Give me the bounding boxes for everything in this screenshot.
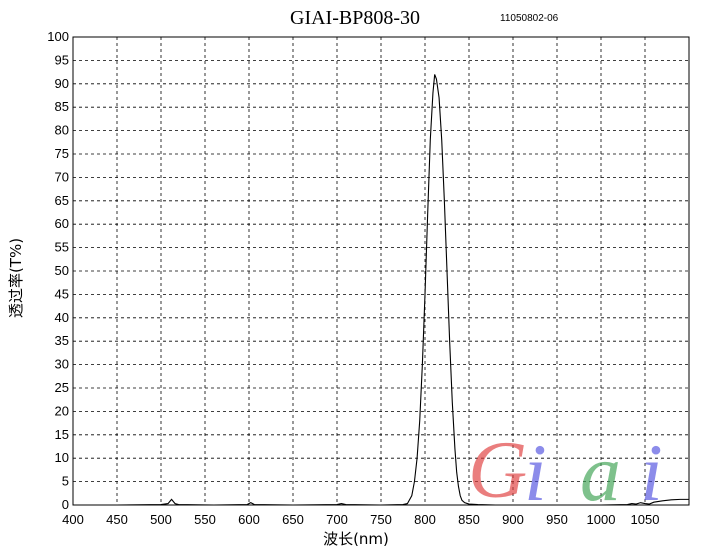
- y-tick-label: 25: [55, 380, 69, 395]
- y-tick-label: 75: [55, 146, 69, 161]
- y-tick-label: 20: [55, 403, 69, 418]
- y-tick-label: 40: [55, 310, 69, 325]
- y-tick-label: 55: [55, 240, 69, 255]
- watermark-letter: G: [468, 424, 527, 515]
- watermark-letter: a: [580, 427, 621, 518]
- watermark-letter: i: [640, 427, 663, 518]
- y-tick-label: 100: [47, 29, 69, 44]
- y-tick-label: 65: [55, 193, 69, 208]
- y-tick-label: 85: [55, 99, 69, 114]
- y-tick-label: 35: [55, 333, 69, 348]
- x-axis-label: 波长(nm): [323, 530, 389, 548]
- x-tick-label: 700: [326, 512, 348, 527]
- y-tick-label: 30: [55, 357, 69, 372]
- x-tick-label: 950: [546, 512, 568, 527]
- chart-title: GIAI-BP808-30: [290, 7, 420, 29]
- x-tick-label: 800: [414, 512, 436, 527]
- x-tick-label: 500: [150, 512, 172, 527]
- y-tick-label: 95: [55, 52, 69, 67]
- x-tick-label: 550: [194, 512, 216, 527]
- x-tick-label: 600: [238, 512, 260, 527]
- chart-code: 11050802-06: [500, 13, 559, 24]
- y-tick-label: 5: [62, 474, 69, 489]
- y-tick-label: 15: [55, 427, 69, 442]
- x-tick-label: 400: [62, 512, 84, 527]
- y-tick-label: 10: [55, 450, 69, 465]
- grid-lines: [73, 37, 689, 505]
- y-tick-label: 45: [55, 286, 69, 301]
- y-tick-labels: 0 5 10 15 20 25 30 35 40 45 50 55 60 65 70 75 80 85 90 95 10…: [47, 29, 69, 512]
- x-tick-label: 850: [458, 512, 480, 527]
- x-tick-label: 1000: [587, 512, 616, 527]
- x-tick-label: 1050: [631, 512, 660, 527]
- y-tick-label: 80: [55, 123, 69, 138]
- y-tick-label: 60: [55, 216, 69, 231]
- giai-watermark-logo: Gi a i: [468, 424, 663, 518]
- watermark-letter: i: [524, 427, 547, 518]
- y-axis-label: 透过率(T%): [7, 238, 25, 318]
- y-tick-label: 70: [55, 169, 69, 184]
- x-tick-labels: 400 450 500 550 600 650 700 750 800 850 900 950 1000…: [62, 512, 659, 527]
- y-tick-label: 50: [55, 263, 69, 278]
- x-tick-label: 650: [282, 512, 304, 527]
- transmission-curve: [73, 74, 689, 506]
- y-tick-label: 90: [55, 76, 69, 91]
- y-tick-label: 0: [62, 497, 69, 512]
- x-tick-label: 900: [502, 512, 524, 527]
- x-tick-label: 750: [370, 512, 392, 527]
- x-tick-label: 450: [106, 512, 128, 527]
